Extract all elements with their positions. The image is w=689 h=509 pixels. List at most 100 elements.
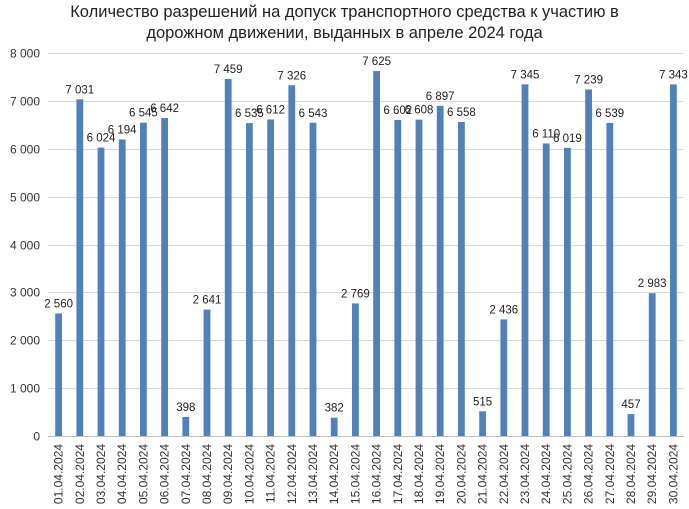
bar	[224, 78, 232, 436]
bar	[352, 303, 359, 436]
x-tick-label: 16.04.2024	[370, 444, 384, 504]
x-tick-label: 11.04.2024	[264, 444, 278, 503]
x-tick-label: 15.04.2024	[348, 444, 362, 504]
x-tick-label: 27.04.2024	[603, 444, 617, 504]
x-tick-label: 04.04.2024	[115, 444, 129, 504]
x-tick-label: 08.04.2024	[200, 444, 214, 504]
bar	[394, 119, 402, 436]
bar	[648, 293, 656, 436]
x-tick-label: 19.04.2024	[433, 444, 447, 504]
bar-value-label: 6 545	[129, 108, 158, 120]
x-tick-label: 26.04.2024	[582, 444, 596, 504]
y-tick-label: 7 000	[10, 95, 40, 109]
bar-value-label: 6 558	[447, 107, 476, 119]
chart-title-line-1: Количество разрешений на допуск транспор…	[70, 3, 619, 21]
bar	[415, 119, 423, 436]
bar	[140, 122, 147, 436]
y-tick-label: 6 000	[10, 143, 40, 157]
x-tick-label: 05.04.2024	[136, 444, 150, 504]
x-tick-label: 03.04.2024	[94, 444, 108, 504]
bar	[76, 99, 84, 437]
bar-value-label: 515	[473, 396, 492, 408]
x-tick-label: 01.04.2024	[52, 444, 66, 504]
y-tick-label: 3 000	[10, 286, 40, 300]
x-tick-label: 29.04.2024	[645, 444, 659, 504]
y-tick-label: 5 000	[10, 191, 40, 205]
bar	[203, 309, 211, 436]
x-tick-label: 13.04.2024	[306, 444, 320, 504]
bar-value-label: 7 459	[214, 64, 243, 76]
x-tick-label: 17.04.2024	[391, 444, 405, 504]
x-tick-label: 20.04.2024	[454, 444, 468, 504]
chart-title: Количество разрешений на допуск транспор…	[0, 2, 689, 44]
gridlines	[48, 53, 684, 437]
bar	[564, 147, 571, 436]
bar-value-label: 2 769	[341, 288, 370, 300]
y-tick-label: 8 000	[10, 47, 40, 61]
bar	[479, 411, 486, 436]
x-axis-tick-labels: 01.04.2024 02.04.2024 03.04.2024 04.04.2024…	[52, 444, 681, 504]
x-tick-label: 02.04.2024	[73, 444, 87, 504]
x-tick-label: 30.04.2024	[666, 444, 680, 504]
y-tick-label: 2 000	[10, 334, 40, 348]
x-tick-label: 23.04.2024	[518, 444, 532, 504]
y-tick-label: 1 000	[10, 382, 40, 396]
bar-value-label: 2 560	[44, 298, 73, 310]
bar	[670, 84, 677, 437]
x-tick-label: 28.04.2024	[624, 444, 638, 504]
bar	[288, 85, 296, 436]
bar-value-label: 7 031	[65, 84, 94, 96]
x-tick-label: 06.04.2024	[158, 444, 172, 504]
bar	[458, 122, 465, 436]
x-tick-label: 12.04.2024	[285, 444, 299, 504]
x-tick-label: 21.04.2024	[476, 444, 490, 504]
bar-value-label: 6 535	[235, 108, 264, 120]
bar-value-label: 7 345	[511, 69, 540, 81]
bar-value-label: 6 642	[150, 103, 179, 115]
bar	[118, 139, 126, 436]
bar	[606, 122, 614, 436]
bar-value-label: 7 343	[659, 69, 688, 81]
bar-value-label: 6 612	[256, 104, 285, 116]
bar-value-label: 6 608	[405, 105, 434, 117]
bar-value-label: 6 019	[553, 133, 582, 145]
bar	[500, 319, 508, 436]
x-tick-label: 09.04.2024	[221, 444, 235, 504]
bar-value-label: 6 539	[595, 108, 624, 120]
chart-title-line-2: дорожном движении, выданных в апреле 202…	[146, 24, 543, 42]
bar	[97, 147, 105, 436]
bar	[267, 119, 274, 436]
bar-value-label: 7 625	[362, 56, 391, 68]
x-tick-label: 18.04.2024	[412, 444, 426, 504]
bar-value-label: 7 326	[277, 70, 306, 82]
bar-value-label: 6 897	[426, 91, 455, 103]
bar	[330, 417, 338, 436]
y-tick-label: 0	[33, 430, 40, 444]
bar-value-label: 6 194	[108, 124, 137, 136]
bar	[55, 313, 62, 436]
bar-value-label: 6 024	[87, 133, 116, 145]
bar-value-label: 382	[325, 403, 344, 415]
y-tick-label: 4 000	[10, 239, 40, 253]
bar-value-label: 6 602	[383, 105, 412, 117]
x-tick-label: 14.04.2024	[327, 444, 341, 504]
x-tick-label: 25.04.2024	[560, 444, 574, 504]
bar-value-label: 7 239	[574, 74, 603, 86]
bar-value-label: 2 641	[193, 295, 222, 307]
bar	[246, 123, 253, 436]
bars	[55, 70, 677, 437]
bar	[373, 70, 380, 436]
bar	[521, 84, 529, 436]
x-tick-label: 07.04.2024	[179, 444, 193, 504]
bar	[309, 122, 317, 436]
bar	[627, 414, 635, 436]
x-tick-label: 24.04.2024	[539, 444, 553, 504]
bar-value-label: 457	[621, 399, 640, 411]
bar-value-label: 2 436	[489, 304, 518, 316]
bar-value-label: 398	[176, 402, 195, 414]
bar	[542, 143, 550, 436]
bar	[436, 105, 444, 436]
